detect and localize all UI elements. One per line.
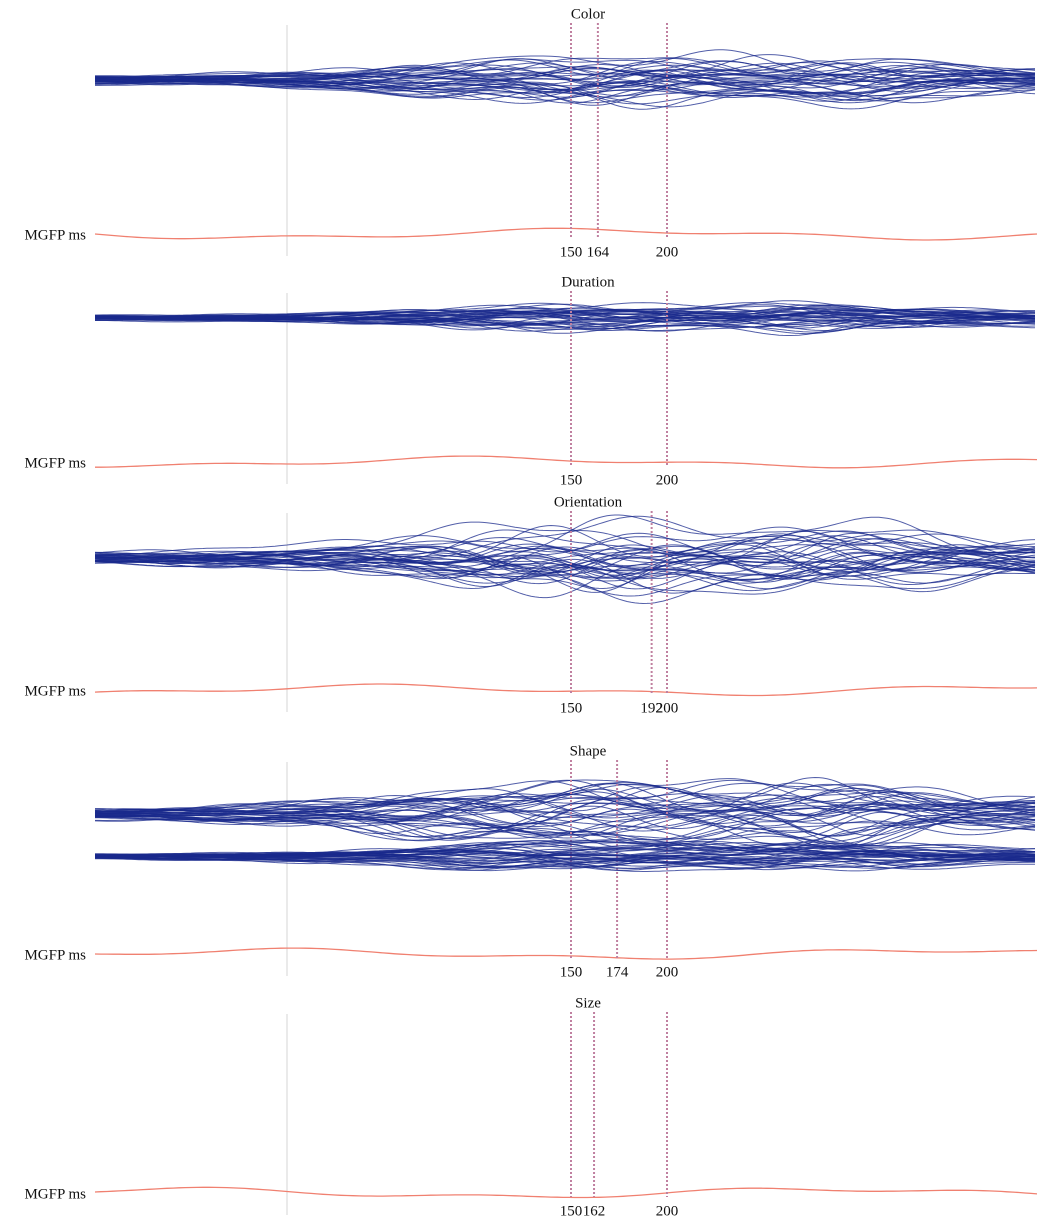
mgfp-curve: [95, 455, 1037, 469]
mgfp-curve: [94, 683, 1037, 697]
eeg-trace: [94, 76, 1036, 104]
eeg-trace: [95, 308, 1036, 321]
eeg-trace: [94, 515, 1036, 559]
eeg-trace: [95, 843, 1035, 862]
mgfp-label: MGFP ms: [24, 227, 86, 243]
eeg-trace: [94, 529, 1036, 565]
eeg-trace: [94, 58, 1036, 79]
eeg-trace: [94, 797, 1036, 824]
eeg-trace: [94, 809, 1036, 839]
eeg-trace: [94, 535, 1036, 576]
eeg-trace: [94, 548, 1036, 581]
eeg-trace: [95, 315, 1036, 330]
mgfp-curve: [94, 947, 1037, 960]
panel-title: Orientation: [554, 494, 623, 510]
panel-title: Size: [575, 995, 601, 1011]
eeg-trace: [94, 304, 1036, 321]
eeg-trace: [94, 851, 1036, 869]
eeg-trace: [94, 545, 1036, 580]
eeg-trace: [94, 802, 1036, 832]
eeg-trace: [94, 514, 1036, 558]
eeg-trace: [94, 49, 1036, 80]
eeg-traces: [94, 776, 1036, 852]
marker-label: 162: [583, 1203, 606, 1219]
eeg-trace: [95, 783, 1036, 819]
eeg-trace: [94, 315, 1036, 328]
eeg-trace: [94, 809, 1036, 846]
eeg-trace: [95, 854, 1036, 871]
eeg-trace: [94, 526, 1036, 557]
mgfp-label: MGFP ms: [24, 683, 86, 699]
marker-label: 200: [656, 244, 679, 260]
eeg-trace: [94, 75, 1035, 98]
marker-label: 200: [656, 964, 679, 980]
eeg-trace: [95, 843, 1035, 856]
eeg-trace: [94, 530, 1036, 567]
eeg-trace: [94, 791, 1036, 823]
marker-label: 192: [640, 700, 663, 716]
marker-label: 200: [656, 472, 679, 488]
eeg-trace: [95, 798, 1036, 829]
marker-label: 150: [560, 472, 583, 488]
eeg-trace: [94, 68, 1035, 89]
eeg-trace: [94, 543, 1036, 577]
marker-label: 174: [606, 964, 629, 980]
eeg-trace: [94, 780, 1036, 811]
eeg-trace: [94, 555, 1036, 585]
mgfp-label: MGFP ms: [24, 947, 86, 963]
eeg-trace: [95, 312, 1036, 329]
eeg-trace: [94, 57, 1036, 82]
eeg-trace: [94, 553, 1036, 584]
eeg-traces: [94, 514, 1036, 605]
eeg-trace: [94, 80, 1036, 110]
marker-label: 150: [560, 700, 583, 716]
marker-label: 164: [587, 244, 610, 260]
mgfp-label: MGFP ms: [24, 455, 86, 471]
eeg-trace: [95, 792, 1036, 827]
marker-label: 150: [560, 1203, 583, 1219]
eeg-traces: [94, 300, 1036, 336]
marker-label: 150: [560, 244, 583, 260]
eeg-trace: [94, 544, 1036, 576]
eeg-trace: [94, 57, 1036, 80]
eeg-trace: [94, 852, 1036, 868]
eeg-trace: [94, 796, 1036, 825]
eeg-trace: [94, 786, 1036, 813]
marker-label: 200: [656, 700, 679, 716]
panel-title: Duration: [561, 274, 615, 290]
eeg-trace: [94, 781, 1036, 815]
marker-label: 200: [656, 1203, 679, 1219]
eeg-trace: [94, 814, 1036, 852]
mgfp-curve: [94, 1186, 1037, 1199]
eeg-trace: [94, 846, 1036, 862]
eeg-trace: [95, 856, 1035, 872]
marker-label: 150: [560, 964, 583, 980]
eeg-trace: [94, 815, 1036, 849]
mgfp-curve: [94, 227, 1037, 241]
eeg-traces: [94, 49, 1036, 110]
eeg-trace: [95, 778, 1036, 815]
panel-title: Color: [571, 6, 605, 22]
eeg-trace: [94, 530, 1036, 566]
eeg-traces: [94, 838, 1036, 872]
eeg-trace: [95, 77, 1036, 102]
mgfp-label: MGFP ms: [24, 1186, 86, 1202]
panel-title: Shape: [570, 743, 607, 759]
eeg-trace: [95, 302, 1036, 318]
eeg-trace: [95, 814, 1036, 842]
